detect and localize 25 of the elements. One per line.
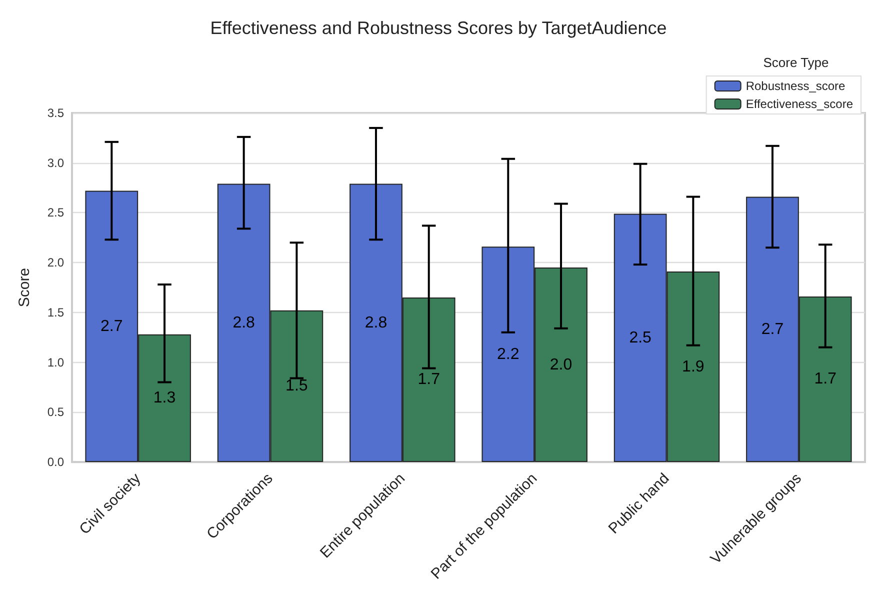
y-tick-label: 1.5 (47, 305, 64, 320)
legend-label: Effectiveness_score (746, 97, 854, 111)
data-label: 1.7 (814, 370, 837, 388)
y-tick-label: 1.0 (47, 355, 64, 370)
y-tick-label: 2.0 (47, 256, 64, 270)
data-label: 2.8 (364, 314, 388, 332)
data-label: 2.5 (629, 329, 652, 346)
legend-label: Robustness_score (746, 79, 846, 93)
legend-title: Score Type (763, 55, 829, 70)
y-tick-label: 0.0 (47, 455, 64, 469)
data-label: 1.5 (286, 378, 308, 395)
data-label: 2.7 (761, 320, 784, 338)
data-label: 2.2 (497, 346, 520, 363)
data-label: 1.3 (153, 390, 176, 407)
y-tick-label: 2.5 (47, 206, 64, 220)
y-tick-label: 0.5 (47, 405, 64, 420)
data-label: 2.8 (232, 314, 256, 332)
y-tick-label: 3.0 (47, 156, 64, 170)
data-label: 2.7 (100, 318, 123, 335)
data-label: 1.9 (682, 358, 704, 376)
data-label: 1.7 (418, 371, 440, 388)
y-tick-label: 3.5 (47, 106, 64, 120)
chart-title: Effectiveness and Robustness Scores by TargetAudience (210, 18, 667, 38)
data-label: 2.0 (550, 356, 572, 374)
y-axis-title: Score (16, 268, 33, 308)
